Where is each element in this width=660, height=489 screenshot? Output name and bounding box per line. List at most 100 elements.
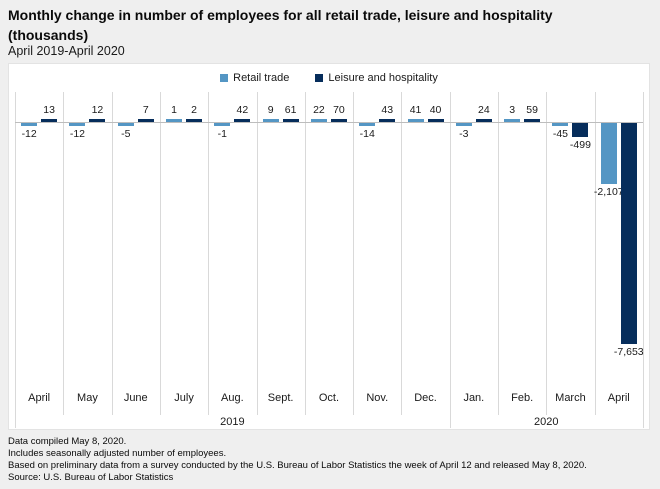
bar-retail-july-3 [166, 119, 183, 122]
x-axis-year-label: 2019 [220, 416, 245, 428]
x-axis-month-label: Nov. [366, 392, 389, 404]
legend-item-leisure-hospitality: Leisure and hospitality [315, 72, 438, 84]
bar-value-label: -2,107 [593, 185, 624, 198]
column-separator [159, 92, 161, 415]
x-axis-month-label: Jan. [463, 392, 485, 404]
bar-value-label: 70 [333, 104, 345, 116]
column-separator [401, 92, 403, 415]
chart-title: Monthly change in number of employees fo… [8, 5, 652, 45]
bar-value-label: 1 [171, 104, 177, 116]
column-separator [63, 92, 65, 415]
footnotes: Data compiled May 8, 2020. Includes seas… [8, 436, 656, 484]
bar-leisure-march-11 [572, 123, 589, 138]
bar-value-label: -5 [121, 128, 131, 140]
x-axis-month-label: May [77, 392, 98, 404]
bar-retail-june-2 [117, 123, 134, 126]
bar-value-label: 42 [236, 104, 249, 116]
plot-group-separator [15, 92, 16, 428]
bar-leisure-sept-5 [282, 119, 299, 122]
legend-label-retail-trade: Retail trade [233, 72, 290, 84]
legend-label-leisure-hospitality: Leisure and hospitality [328, 72, 438, 84]
bar-leisure-dec-8 [427, 119, 444, 122]
bar-retail-feb-10 [504, 119, 521, 122]
column-separator [353, 92, 355, 415]
x-axis-month-label: April [607, 392, 630, 404]
bar-leisure-oct-6 [330, 119, 347, 122]
leisure-hospitality-swatch-icon [315, 74, 324, 82]
bar-value-label: 40 [429, 104, 442, 116]
x-axis-month-label: Oct. [318, 392, 340, 404]
chart-title-line1: Monthly change in number of employees fo… [8, 7, 553, 23]
bar-value-label: -12 [21, 128, 37, 140]
x-axis-month-label: March [555, 392, 586, 404]
column-separator [594, 92, 596, 415]
bar-retail-nov-7 [359, 123, 376, 126]
bar-leisure-nov-7 [379, 119, 396, 122]
bar-value-label: 59 [526, 104, 538, 116]
column-separator [546, 92, 548, 415]
bar-value-label: 2 [191, 104, 197, 116]
column-separator [208, 92, 210, 415]
x-axis-month-label: Sept. [267, 392, 294, 404]
bar-value-label: 41 [409, 104, 422, 116]
bar-value-label: -7,653 [613, 346, 644, 358]
legend-item-retail-trade: Retail trade [220, 72, 289, 84]
x-axis-month-label: July [174, 392, 194, 404]
bar-retail-dec-8 [407, 119, 424, 122]
bar-leisure-feb-10 [524, 119, 541, 122]
bar-retail-april-12 [600, 123, 617, 184]
bar-value-label: 13 [43, 104, 55, 116]
footnote-line: Source: U.S. Bureau of Labor Statistics [8, 472, 174, 483]
bar-leisure-may-1 [89, 119, 106, 122]
column-separator [498, 92, 499, 415]
chart-panel: Retail trade Leisure and hospitality -12… [8, 63, 650, 430]
column-separator [111, 92, 113, 415]
footnote-line: Data compiled May 8, 2020. [8, 436, 127, 447]
legend: Retail trade Leisure and hospitality [9, 72, 649, 84]
column-separator [304, 92, 306, 415]
bar-value-label: 43 [381, 104, 394, 116]
bar-retail-sept-5 [262, 119, 279, 122]
bar-value-label: -3 [459, 128, 469, 140]
footnote-line: Based on preliminary data from a survey … [8, 460, 587, 471]
bar-retail-april-0 [21, 123, 38, 126]
bar-value-label: 7 [142, 104, 149, 116]
bar-value-label: -1 [217, 128, 228, 140]
bar-value-label: 24 [478, 104, 490, 116]
bar-retail-aug-4 [214, 123, 231, 126]
bar-value-label: 3 [509, 104, 516, 116]
bar-value-label: 9 [267, 104, 274, 116]
bar-value-label: -14 [359, 128, 375, 140]
x-axis-month-label: Feb. [511, 392, 534, 404]
column-separator [256, 92, 258, 415]
bar-leisure-july-3 [186, 119, 203, 122]
bar-retail-jan-9 [455, 123, 472, 126]
footnote-line: Includes seasonally adjusted number of e… [8, 448, 227, 459]
bar-retail-oct-6 [310, 119, 327, 122]
x-axis-month-label: April [28, 392, 51, 404]
bar-retail-may-1 [69, 123, 86, 126]
bar-leisure-june-2 [137, 119, 154, 122]
bar-leisure-april-0 [41, 119, 58, 122]
bar-value-label: 22 [313, 104, 325, 116]
x-axis-month-label: Dec. [414, 392, 437, 404]
x-axis-month-label: June [123, 392, 148, 404]
bar-value-label: -45 [552, 128, 569, 140]
zero-baseline [15, 122, 643, 123]
plot-group-separator [449, 92, 451, 428]
bar-leisure-aug-4 [234, 119, 251, 122]
bar-leisure-april-12 [620, 123, 637, 344]
chart-subtitle: April 2019-April 2020 [8, 44, 125, 58]
bar-value-label: 12 [91, 104, 104, 116]
bar-retail-march-11 [552, 123, 569, 126]
bar-leisure-jan-9 [475, 119, 492, 122]
bar-value-label: -499 [569, 139, 591, 152]
x-axis-month-label: Aug. [221, 392, 244, 404]
plot-group-separator [642, 92, 644, 428]
x-axis-year-label: 2020 [534, 416, 559, 428]
chart-title-line2: (thousands) [8, 27, 89, 43]
bar-value-label: 61 [284, 104, 297, 116]
plot-area: -12 13 April -12 12 May -5 7 June 1 2 July -1 42 Aug. 9… [9, 64, 649, 429]
retail-trade-swatch-icon [220, 74, 229, 82]
